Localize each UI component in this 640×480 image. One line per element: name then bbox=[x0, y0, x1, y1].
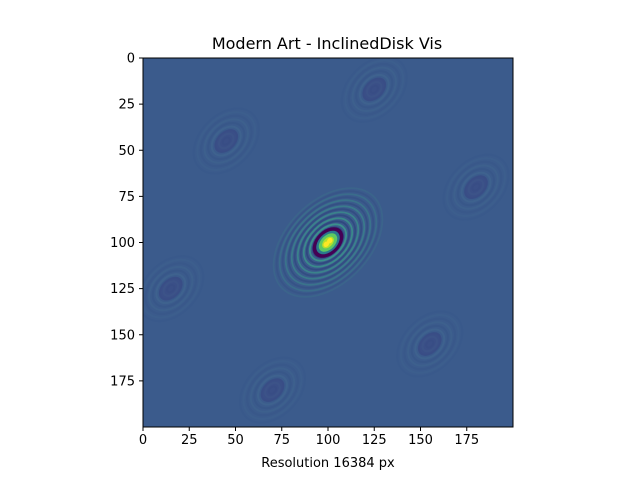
faint-ring bbox=[340, 58, 408, 123]
y-tick-label: 0 bbox=[127, 52, 135, 67]
y-tick-label: 50 bbox=[118, 144, 135, 159]
faint-ring bbox=[239, 356, 306, 424]
y-tick-label: 175 bbox=[110, 374, 135, 389]
central-disk bbox=[272, 187, 384, 298]
heatmap-image bbox=[143, 58, 513, 427]
x-tick-label: 100 bbox=[316, 433, 341, 448]
y-tick-label: 25 bbox=[118, 98, 135, 113]
faint-ring bbox=[192, 107, 260, 175]
x-tick-label: 175 bbox=[454, 433, 479, 448]
faint-ring bbox=[143, 255, 205, 323]
faint-ring bbox=[396, 310, 464, 378]
x-tick-label: 75 bbox=[273, 433, 290, 448]
x-tick-label: 50 bbox=[227, 433, 244, 448]
x-axis: 0 25 50 75 100 125 150 175 bbox=[139, 427, 479, 448]
y-tick-label: 150 bbox=[110, 328, 135, 343]
y-tick-label: 100 bbox=[110, 236, 135, 251]
features-layer bbox=[143, 58, 510, 424]
x-tick-label: 150 bbox=[408, 433, 433, 448]
x-axis-label: Resolution 16384 px bbox=[261, 456, 395, 471]
y-tick-label: 125 bbox=[110, 282, 135, 297]
x-tick-label: 0 bbox=[139, 433, 147, 448]
x-tick-label: 125 bbox=[362, 433, 387, 448]
faint-ring bbox=[442, 153, 510, 221]
y-tick-label: 75 bbox=[118, 190, 135, 205]
x-tick-label: 25 bbox=[181, 433, 198, 448]
chart-title: Modern Art - InclinedDisk Vis bbox=[212, 34, 442, 53]
y-axis: 0 25 50 75 100 125 150 175 bbox=[110, 52, 143, 389]
